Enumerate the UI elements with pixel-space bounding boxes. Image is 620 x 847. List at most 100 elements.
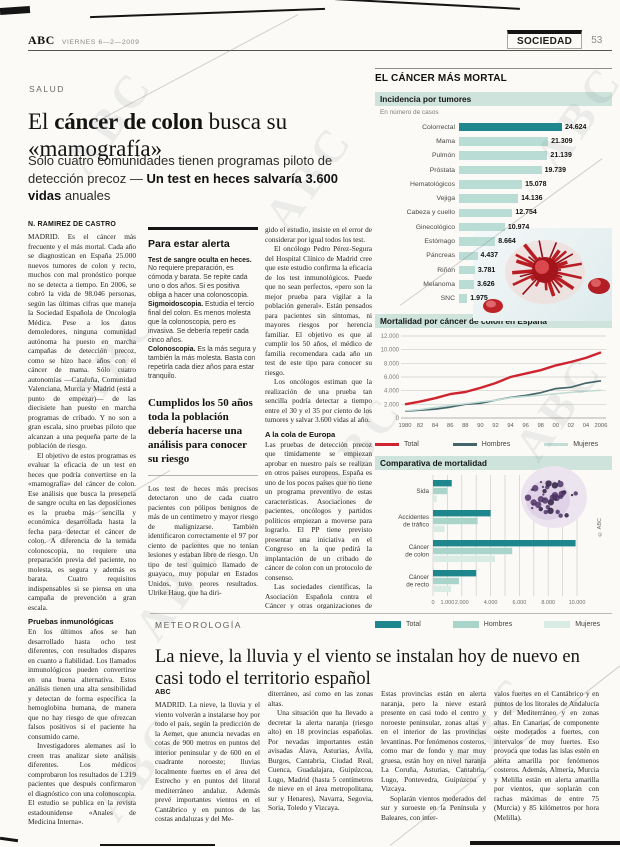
bar-row: Riñón 3.781 xyxy=(375,263,612,277)
bar xyxy=(459,280,475,289)
legend-swatch xyxy=(544,442,569,446)
legend-swatch xyxy=(452,442,477,446)
issue-date: VIERNES 6—2—2009 xyxy=(61,39,140,46)
bar xyxy=(459,180,523,189)
bar-row: SNC 1.975 xyxy=(375,292,612,306)
legend-label: Hombres xyxy=(481,440,511,448)
svg-text:94: 94 xyxy=(507,423,514,429)
weather-headline: La nieve, la lluvia y el viento se insta… xyxy=(155,647,580,689)
svg-text:02: 02 xyxy=(568,423,574,429)
bar-row: Ginecológico 10.974 xyxy=(375,220,612,234)
svg-text:10.000: 10.000 xyxy=(381,348,400,354)
subhead-pre: Sólo cuatro comunidades tienen programas… xyxy=(28,153,333,186)
bar-label: Riñón xyxy=(437,266,455,274)
alert-item: Sigmoidoscopia. Estudia el tercio final … xyxy=(148,301,255,344)
bar-label: Estómago xyxy=(424,238,455,246)
legend-item: Mujeres xyxy=(544,441,598,448)
chart1-title: Incidencia por tumores xyxy=(375,92,612,106)
bar-label: Ginecológico xyxy=(415,223,455,231)
weather-column-4: valos fuertes en el Cantábrico y en punt… xyxy=(494,689,599,845)
page-number: 53 xyxy=(591,35,603,46)
byline: N. RAMÍREZ DE CASTRO xyxy=(28,221,116,228)
legend-label: Total xyxy=(406,620,421,628)
section-header: SOCIEDAD 53 xyxy=(507,30,606,49)
bar xyxy=(459,208,513,218)
paragraph: El oncólogo Pedro Pérez-Segura del Hospi… xyxy=(265,244,372,377)
subheading: Pruebas inmunológicas xyxy=(28,617,114,626)
bar-label: Páncreas xyxy=(426,252,455,260)
bar-row: Pulmón 21.139 xyxy=(375,149,612,163)
bar-value: 14.136 xyxy=(521,195,543,203)
headline-post: busca su «mamografía» xyxy=(28,109,288,161)
paragraph: gido el estudio, insiste en el error de … xyxy=(265,225,372,244)
paragraph: Una situación que ha llevado a decretar … xyxy=(268,708,373,812)
svg-text:6.000: 6.000 xyxy=(513,600,527,606)
svg-text:Sida: Sida xyxy=(416,488,429,495)
bar-row: Páncreas 4.437 xyxy=(375,249,612,263)
byline: ABC xyxy=(155,689,171,696)
brand-logo: ABC xyxy=(28,33,55,47)
paragraph: Las sociedades científicas, la Asociació… xyxy=(265,582,372,609)
svg-text:0: 0 xyxy=(396,416,400,422)
headline-pre: El xyxy=(28,109,55,135)
svg-text:1.000: 1.000 xyxy=(441,600,455,606)
legend-label: Mujeres xyxy=(575,620,601,628)
paragraph: Los test de heces más precisos detectaro… xyxy=(148,483,258,598)
box-title: Para estar alerta xyxy=(148,237,230,250)
bar-value: 21.309 xyxy=(551,137,573,145)
article-column-3: gido el estudio, insiste en el error de … xyxy=(265,225,372,609)
svg-text:6.000: 6.000 xyxy=(384,375,400,381)
legend-label: Hombres xyxy=(483,620,513,628)
svg-text:86: 86 xyxy=(447,423,453,429)
scan-mark xyxy=(90,7,325,19)
legend-item: Total xyxy=(375,441,419,448)
bar-label: SNC xyxy=(440,295,455,303)
bar xyxy=(459,137,549,146)
bar-label: Colorrectal xyxy=(422,123,455,131)
weather-kicker: METEOROLOGÍA xyxy=(155,620,242,630)
legend-swatch xyxy=(375,442,399,446)
svg-text:82: 82 xyxy=(417,423,423,429)
microscope-photo xyxy=(518,464,590,535)
masthead: ABC VIERNES 6—2—2009 xyxy=(28,33,139,48)
bar xyxy=(459,222,505,232)
credit: © ABC xyxy=(597,517,603,537)
weather-column-2: diterráneo, así como en las zonas altas.… xyxy=(268,689,373,845)
alert-lead: Test de sangre oculta en heces. xyxy=(148,256,252,264)
svg-text:98: 98 xyxy=(537,423,543,429)
scan-mark xyxy=(335,0,520,10)
alert-item: Colonoscopia. Es la más segura y también… xyxy=(148,346,256,380)
weather-column-3: Estas provincias están en alerta naranja… xyxy=(381,689,486,845)
paragraph: Las pruebas de detección precoz que tími… xyxy=(265,439,372,582)
bar-row: Mama 21.309 xyxy=(375,134,612,148)
svg-text:0: 0 xyxy=(431,600,434,606)
alert-lead: Sigmoidoscopia. xyxy=(148,301,206,309)
bar xyxy=(459,251,478,261)
bar xyxy=(459,194,519,203)
bar-value: 15.078 xyxy=(525,180,547,188)
subheading: A la cola de Europa xyxy=(265,429,336,439)
bar xyxy=(459,165,542,175)
bar xyxy=(459,294,468,303)
bar-label: Vejiga xyxy=(436,195,455,203)
svg-text:2.000: 2.000 xyxy=(455,600,469,606)
legend-label: Total xyxy=(404,440,419,448)
bar-label: Próstata xyxy=(429,166,455,174)
svg-text:8.000: 8.000 xyxy=(384,361,400,367)
svg-text:96: 96 xyxy=(522,423,528,429)
article-column-1: N. RAMÍREZ DE CASTRO MADRID. Es el cáncer… xyxy=(28,221,136,845)
headline-bold: cáncer de colon xyxy=(54,109,203,135)
bar xyxy=(459,265,475,275)
scan-mark xyxy=(0,836,19,843)
bar-value: 19.739 xyxy=(544,166,566,174)
svg-text:4.000: 4.000 xyxy=(484,600,498,606)
cancer-cell-photo xyxy=(473,228,612,321)
svg-text:10.000: 10.000 xyxy=(569,600,586,606)
alert-lead: Colonoscopia. xyxy=(148,346,198,354)
infographic-panel: EL CÁNCER MÁS MORTAL Incidencia por tumo… xyxy=(375,68,612,628)
bar-label: Hematológicos xyxy=(410,180,455,188)
divider xyxy=(148,474,258,476)
bar-value: 1.975 xyxy=(470,295,488,303)
